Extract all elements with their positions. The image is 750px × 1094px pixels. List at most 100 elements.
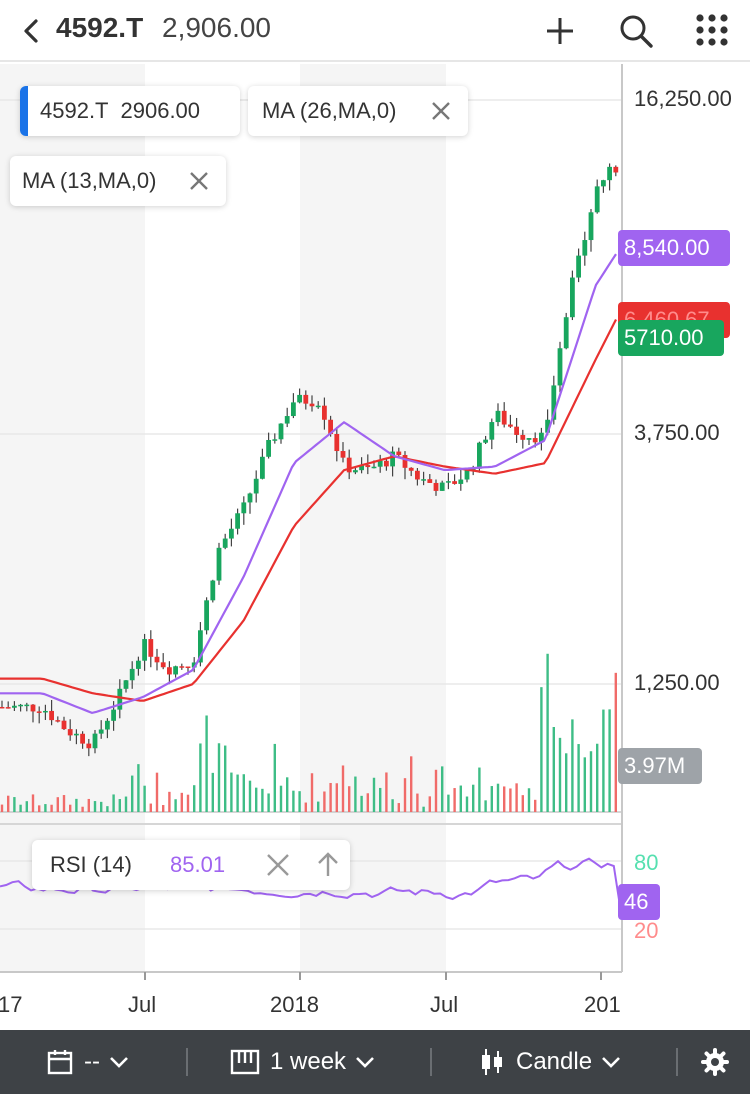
candle-body: [322, 405, 327, 420]
volume-bar: [236, 774, 239, 812]
x-tick-label: Jul: [128, 992, 157, 1017]
chart-area[interactable]: 4592.T 2906.00 MA (26,MA,0) MA (13,MA,0): [0, 64, 750, 1030]
search-button[interactable]: [614, 10, 658, 52]
volume-bar: [62, 795, 66, 812]
remove-ma13-button[interactable]: [188, 167, 212, 195]
gear-icon: [701, 1048, 729, 1076]
toolbar-divider: [186, 1048, 188, 1076]
candle-body: [18, 704, 23, 707]
candle-body: [328, 419, 333, 434]
volume-bar: [279, 785, 283, 812]
volume-bar: [577, 744, 580, 812]
candle-body: [284, 416, 290, 424]
volume-bar: [50, 804, 53, 812]
candle-body: [477, 442, 482, 469]
volume-bar: [503, 786, 506, 812]
candle-body: [514, 426, 519, 435]
volume-bar: [441, 766, 444, 812]
volume-bar: [211, 772, 214, 812]
candle-body: [588, 212, 594, 241]
candle-body: [501, 410, 507, 425]
candle-body: [532, 438, 538, 443]
legend-accent: [20, 86, 28, 136]
candle-body: [12, 705, 17, 708]
volume-bar: [25, 801, 28, 812]
price-tick-label: 1,250.00: [634, 670, 720, 695]
volume-bar: [242, 774, 245, 812]
volume-bar: [193, 785, 196, 812]
close-icon: [432, 102, 450, 120]
candle-body: [539, 432, 544, 443]
volume-bar: [310, 773, 314, 812]
volume-bar: [341, 765, 345, 812]
candle-body: [80, 733, 85, 744]
candle-body: [446, 481, 451, 483]
period-band: [300, 64, 446, 972]
volume-bar: [174, 799, 177, 812]
chevron-left-icon: [24, 19, 38, 43]
volume-bar: [298, 791, 301, 812]
volume-bar: [372, 777, 376, 812]
volume-bar: [360, 795, 363, 812]
candle-body: [222, 538, 228, 548]
candle-body: [390, 451, 395, 467]
candle-body: [520, 434, 526, 440]
volume-bar: [366, 793, 369, 812]
volume-bar: [459, 785, 462, 812]
candle-body: [278, 423, 284, 440]
volume-bar: [521, 795, 524, 812]
volume-bar: [323, 791, 326, 812]
add-button[interactable]: [538, 10, 582, 52]
candle-body: [297, 394, 302, 403]
price-tick-label: 16,250.00: [634, 86, 732, 111]
volume-bar: [391, 799, 394, 812]
price-legend-chip[interactable]: 4592.T 2906.00: [20, 86, 240, 136]
candle-body: [235, 513, 240, 529]
volume-bar: [403, 778, 407, 812]
remove-ma26-button[interactable]: [430, 97, 454, 125]
candle-body: [49, 710, 54, 721]
candle-body: [247, 493, 253, 503]
ma26-line: [0, 319, 617, 702]
candle-body: [229, 528, 234, 539]
ma13-legend-chip[interactable]: MA (13,MA,0): [10, 156, 226, 206]
last-price-tag: 5710.00: [618, 320, 724, 356]
volume-bar: [385, 772, 388, 812]
candle-body: [452, 481, 457, 484]
interval-label: 1 week: [270, 1048, 347, 1075]
candle-body: [464, 469, 470, 480]
volume-bar: [422, 806, 425, 812]
date-range-button[interactable]: --: [46, 1030, 130, 1094]
ma13-line: [0, 253, 617, 715]
menu-button[interactable]: [690, 10, 734, 52]
candle-body: [359, 465, 364, 471]
candle-body: [92, 733, 98, 749]
calendar-icon: [47, 1050, 73, 1075]
rsi-value: 85.01: [170, 852, 226, 877]
volume-bar: [93, 801, 97, 812]
remove-rsi-button[interactable]: [264, 850, 292, 880]
plus-icon: [547, 18, 573, 44]
candle-body: [303, 394, 309, 404]
candle-body: [377, 460, 383, 467]
interval-button[interactable]: 1 week: [230, 1030, 376, 1094]
date-range-label: --: [84, 1048, 100, 1075]
volume-bars: [0, 653, 617, 812]
candle-body: [98, 729, 104, 734]
candle-body: [570, 277, 575, 318]
candle-body: [582, 240, 588, 256]
rsi-legend-chip[interactable]: RSI (14) 85.01: [32, 840, 350, 890]
candle-body: [55, 720, 61, 722]
candle-body: [43, 710, 48, 713]
candle-body: [340, 451, 346, 458]
back-button[interactable]: [18, 14, 48, 48]
candle-body: [117, 688, 123, 710]
settings-button[interactable]: [700, 1030, 740, 1094]
chart-type-label: Candle: [516, 1048, 593, 1075]
move-up-button[interactable]: [314, 850, 342, 880]
candle-body: [253, 478, 259, 494]
chart-type-button[interactable]: Candle: [478, 1030, 622, 1094]
candle-body: [30, 704, 36, 712]
ma26-legend-chip[interactable]: MA (26,MA,0): [248, 86, 468, 136]
candle-body: [260, 456, 265, 479]
